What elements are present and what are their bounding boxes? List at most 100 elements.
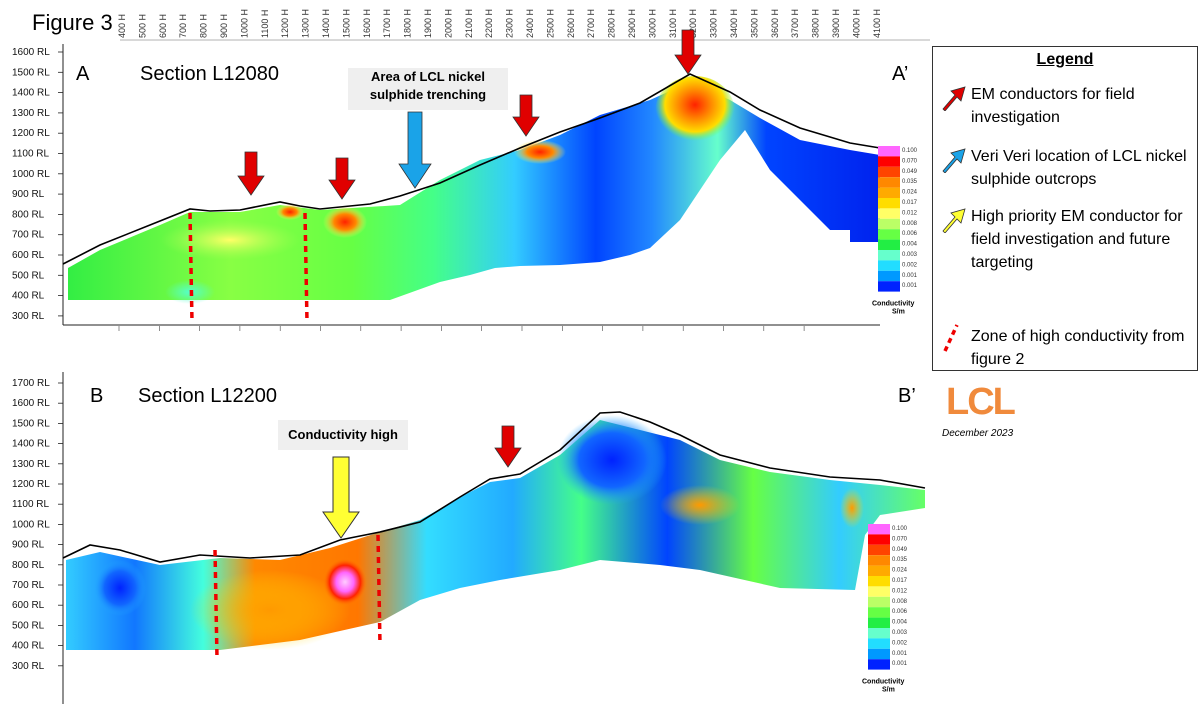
colour-scale-unit: S/m xyxy=(892,309,905,316)
rl-label: 1500 RL xyxy=(12,418,50,429)
colour-scale-swatch xyxy=(868,576,890,587)
legend-item-outcrops: Veri Veri location of LCL nickel sulphid… xyxy=(971,148,1187,188)
colour-scale-swatch xyxy=(868,586,890,597)
rl-label: 900 RL xyxy=(12,189,45,200)
colour-scale-value: 0.001 xyxy=(892,661,908,667)
red-arrow-icon xyxy=(237,151,265,196)
rl-label: 400 RL xyxy=(12,641,45,652)
rl-label: 1000 RL xyxy=(12,169,50,180)
colour-scale-value: 0.008 xyxy=(902,221,918,227)
top-colour-scale: 0.100 0.070 0.049 0.035 0.024 0.017 0.012 0.008… xyxy=(872,146,918,316)
colour-scale-value: 0.017 xyxy=(902,200,918,206)
colour-scale-value: 0.002 xyxy=(892,640,908,646)
colour-scale-swatch xyxy=(868,607,890,618)
colour-scale-swatch xyxy=(878,156,900,167)
bottom-note: Conductivity high xyxy=(278,420,408,450)
rl-label: 1400 RL xyxy=(12,88,50,99)
colour-scale-value: 0.003 xyxy=(892,630,908,636)
top-axis-tick-label: 3200 H xyxy=(688,9,698,38)
colour-scale-value: 0.001 xyxy=(902,273,918,279)
top-axis-tick-label: 1500 H xyxy=(341,9,351,38)
rl-label: 400 RL xyxy=(12,291,45,302)
colour-scale-value: 0.012 xyxy=(902,210,918,216)
colour-scale-swatch xyxy=(878,281,900,292)
colour-scale-value: 0.001 xyxy=(902,283,918,289)
top-axis-tick-label: 2700 H xyxy=(586,9,596,38)
colour-scale-value: 0.008 xyxy=(892,599,908,605)
colour-scale-value: 0.049 xyxy=(892,547,908,553)
rl-label: 1100 RL xyxy=(12,149,50,160)
colour-scale-swatch xyxy=(878,270,900,282)
colour-scale-value: 0.100 xyxy=(892,526,908,532)
colour-scale-value: 0.070 xyxy=(902,158,918,164)
top-axis-tick-label: 2000 H xyxy=(443,9,453,38)
top-axis-tick-label: 2600 H xyxy=(566,9,576,38)
top-axis-tick-label: 4100 H xyxy=(872,9,882,38)
logo-text: LCL xyxy=(946,384,1016,418)
colour-scale-swatch xyxy=(868,555,890,566)
top-conductivity-body xyxy=(68,82,880,300)
colour-scale-value: 0.024 xyxy=(902,190,918,196)
top-axis-tick-label: 1000 H xyxy=(239,9,249,38)
top-axis-tick-label: 2300 H xyxy=(505,9,515,38)
colour-scale-swatch xyxy=(868,638,890,649)
red-arrow-icon xyxy=(942,86,966,111)
rl-label: 300 RL xyxy=(12,661,45,672)
bottom-high-conductivity-zone-2 xyxy=(376,534,382,646)
legend-item-em-conductors: EM conductors for field investigation xyxy=(971,86,1135,126)
colour-scale-value: 0.100 xyxy=(902,148,918,154)
colour-scale-value: 0.070 xyxy=(892,536,908,542)
colour-scale-swatch xyxy=(868,544,890,556)
top-axis-tick-label: 2900 H xyxy=(627,9,637,38)
top-axis-tick-label: 3500 H xyxy=(749,9,759,38)
top-axis-tick-label: 3800 H xyxy=(811,9,821,38)
top-axis-tick-label: 2800 H xyxy=(607,9,617,38)
bottom-start-label: B xyxy=(90,385,103,407)
colour-scale-swatch xyxy=(868,524,890,535)
top-axis-tick-label: 2200 H xyxy=(484,9,494,38)
colour-scale-swatch xyxy=(878,260,900,271)
rl-label: 1200 RL xyxy=(12,128,50,139)
top-axis-tick-label: 2100 H xyxy=(464,9,474,38)
rl-label: 700 RL xyxy=(12,230,45,241)
yellow-arrow-icon xyxy=(942,208,966,233)
rl-label: 500 RL xyxy=(12,620,45,631)
colour-scale-unit: S/m xyxy=(882,687,895,694)
top-axis-tick-label: 500 H xyxy=(137,14,147,38)
colour-scale-swatch xyxy=(878,208,900,219)
colour-scale-value: 0.004 xyxy=(892,620,908,626)
bottom-rl-labels: 1700 RL 1600 RL 1500 RL 1400 RL 1300 RL 1200 … xyxy=(12,378,63,672)
rl-label: 800 RL xyxy=(12,560,45,571)
rl-label: 1100 RL xyxy=(12,499,50,510)
top-rl-labels: 1600 RL 1500 RL 1400 RL 1300 RL 1200 RL 1100 … xyxy=(12,47,63,322)
red-arrow-icon xyxy=(494,425,522,468)
rl-label: 900 RL xyxy=(12,540,45,551)
colour-scale-swatch xyxy=(878,187,900,198)
top-axis-tick-label: 1700 H xyxy=(382,9,392,38)
bottom-colour-scale: 0.100 0.070 0.049 0.035 0.024 0.017 0.012 0.008… xyxy=(862,524,908,694)
red-arrow-icon xyxy=(674,29,702,75)
top-high-conductivity-zone-2 xyxy=(303,212,309,323)
colour-scale-swatch xyxy=(878,146,900,157)
colour-scale-swatch xyxy=(878,239,900,250)
colour-scale-value: 0.035 xyxy=(902,179,918,185)
date-label: December 2023 xyxy=(942,428,1014,439)
rl-label: 1700 RL xyxy=(12,378,50,389)
top-axis-tick-label: 3300 H xyxy=(709,9,719,38)
colour-scale-value: 0.004 xyxy=(902,242,918,248)
bottom-section-title: Section L12200 xyxy=(138,385,277,407)
colour-scale-title: Conductivity xyxy=(872,301,914,308)
rl-label: 1500 RL xyxy=(12,67,50,78)
colour-scale-swatch xyxy=(878,198,900,209)
red-dashed-line-icon xyxy=(943,324,959,352)
top-topography-line xyxy=(62,73,881,265)
colour-scale-value: 0.002 xyxy=(902,262,918,268)
rl-label: 1300 RL xyxy=(12,108,50,119)
top-axis-tick-label: 3600 H xyxy=(770,9,780,38)
rl-label: 1400 RL xyxy=(12,439,50,450)
colour-scale-swatch xyxy=(868,534,890,545)
top-axis-tick-label: 900 H xyxy=(219,14,229,38)
colour-scale-value: 0.006 xyxy=(892,609,908,615)
colour-scale-swatch xyxy=(878,166,900,178)
colour-scale-swatch xyxy=(868,565,890,576)
